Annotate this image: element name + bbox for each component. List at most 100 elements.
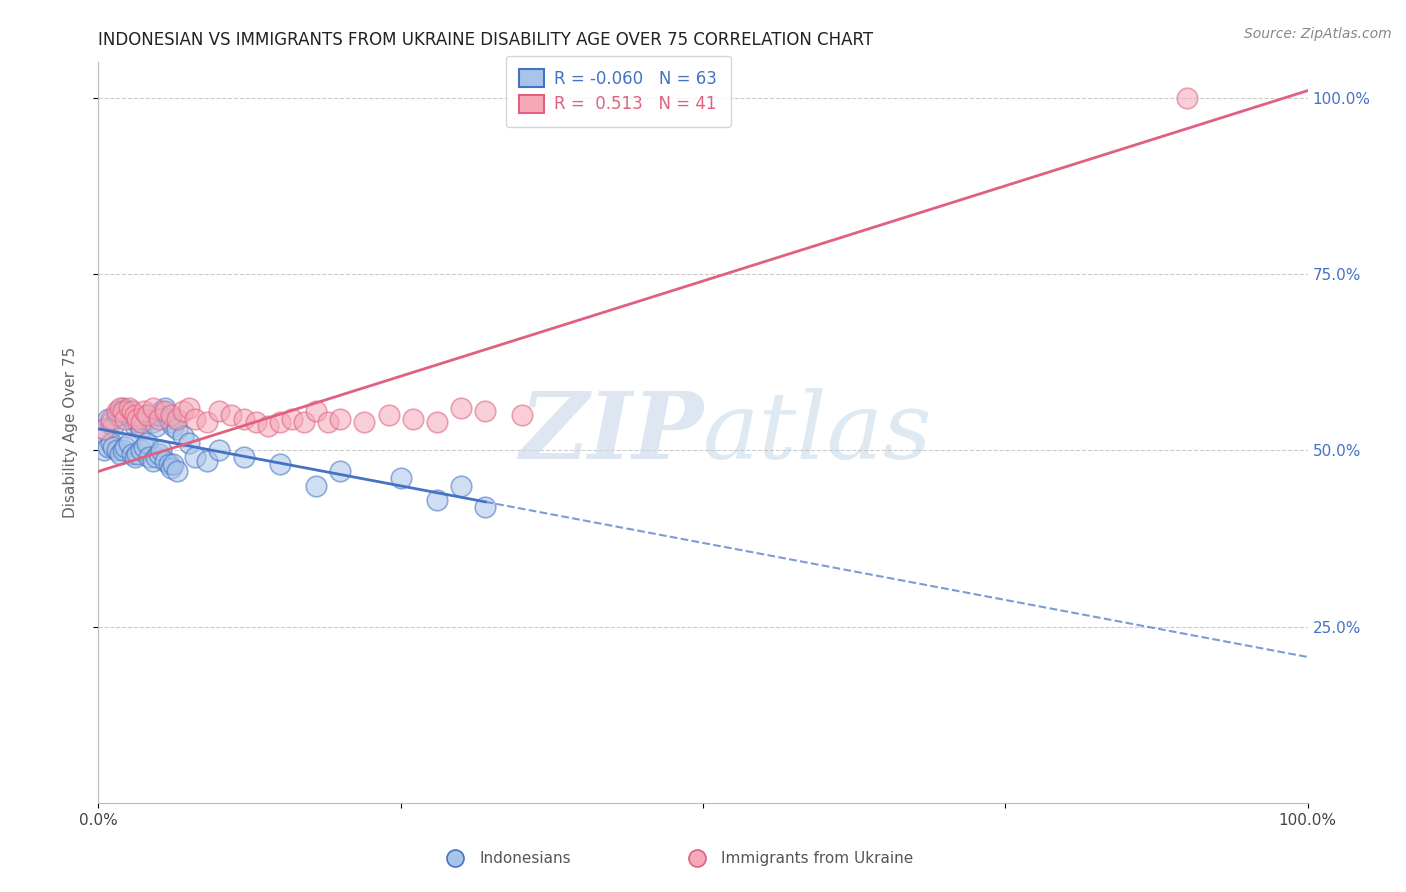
Point [281,411,304,425]
Point [121,447,143,461]
Point [135,408,157,422]
Point [108,401,131,415]
Point [510,408,533,422]
Point [426,492,449,507]
Point [329,411,352,425]
Point [93,443,115,458]
Point [108,404,131,418]
Point [93,422,115,436]
Point [232,450,254,465]
Point [97,440,120,454]
Point [153,404,176,418]
Point [100,411,122,425]
Point [114,404,136,418]
Point [97,411,120,425]
Point [150,404,173,418]
Point [474,404,496,418]
Point [127,411,149,425]
Point [269,415,291,429]
Point [166,422,188,436]
Point [138,450,160,465]
Point [208,404,231,418]
Point [162,458,184,472]
Point [150,443,173,458]
Point [100,436,122,450]
Point [256,418,278,433]
Point [114,411,136,425]
Point [118,436,141,450]
Text: Immigrants from Ukraine: Immigrants from Ukraine [721,851,914,866]
Point [195,415,218,429]
Point [148,408,170,422]
Point [160,408,183,422]
Point [134,440,156,454]
Point [305,404,328,418]
Text: atlas: atlas [703,388,932,477]
Point [245,415,267,429]
Point [148,411,170,425]
Point [134,404,156,418]
Point [444,848,467,863]
Point [138,411,160,425]
Point [1175,91,1198,105]
Point [124,418,146,433]
Point [111,404,134,418]
Point [184,450,207,465]
Point [195,454,218,468]
Point [160,461,183,475]
Point [166,464,188,478]
Point [179,401,201,415]
Point [135,436,157,450]
Point [329,464,352,478]
Point [389,471,412,485]
Point [105,408,128,422]
Point [450,478,472,492]
Point [129,443,152,458]
Legend: R = -0.060   N = 63, R =  0.513   N = 41: R = -0.060 N = 63, R = 0.513 N = 41 [506,56,731,127]
Point [221,408,243,422]
Point [134,411,156,425]
Point [111,443,134,458]
Point [124,450,146,465]
Point [100,415,122,429]
Point [105,443,128,458]
Point [166,411,188,425]
Point [127,447,149,461]
Point [153,454,176,468]
Point [153,401,176,415]
Point [316,415,339,429]
Point [142,415,165,429]
Point [402,411,425,425]
Point [118,408,141,422]
Point [450,401,472,415]
Point [127,415,149,429]
Y-axis label: Disability Age Over 75: Disability Age Over 75 [63,347,77,518]
Point [108,447,131,461]
Point [118,401,141,415]
Point [377,408,399,422]
Point [426,415,449,429]
Point [124,408,146,422]
Text: ZIP: ZIP [519,388,703,477]
Point [111,401,134,415]
Point [129,415,152,429]
Text: INDONESIAN VS IMMIGRANTS FROM UKRAINE DISABILITY AGE OVER 75 CORRELATION CHART: INDONESIAN VS IMMIGRANTS FROM UKRAINE DI… [98,31,873,49]
Point [145,418,167,433]
Point [686,848,709,863]
Point [101,440,124,454]
Point [232,411,254,425]
Point [160,415,183,429]
Point [474,500,496,514]
Point [157,458,180,472]
Point [105,404,128,418]
Point [292,415,315,429]
Point [179,436,201,450]
Point [121,404,143,418]
Point [269,458,291,472]
Point [145,450,167,465]
Point [93,422,115,436]
Point [148,447,170,461]
Point [114,440,136,454]
Point [353,415,375,429]
Point [184,411,207,425]
